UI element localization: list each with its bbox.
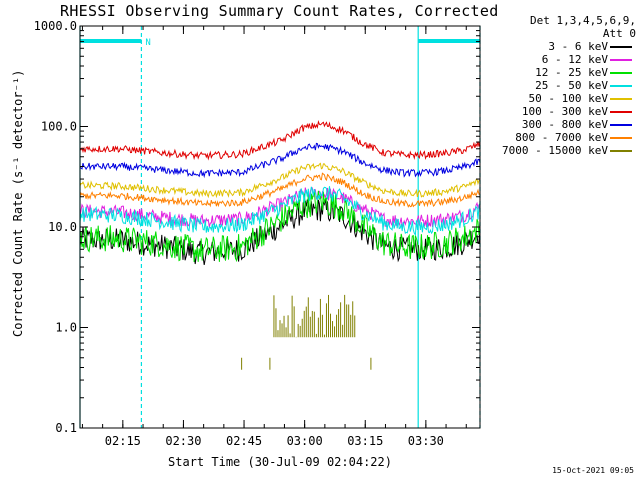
y-tick-label: 1000.0: [34, 19, 77, 33]
legend: Det 1,3,4,5,6,9, Att 0 3 - 6 keV 6 - 12 k…: [484, 14, 636, 157]
legend-entry: 800 - 7000 keV: [484, 131, 636, 144]
legend-header-attenuator: Att 0: [602, 27, 636, 40]
series-300-800-kev: [79, 142, 481, 179]
series-50-100-kev: [79, 162, 481, 199]
legend-swatch: [610, 111, 632, 113]
y-tick-label: 1.0: [55, 321, 77, 335]
x-tick-label: 02:45: [226, 434, 262, 448]
series-12-25-kev: [79, 190, 481, 263]
series-800-7000-kev: [79, 172, 481, 208]
series-7000-15000-kev: [241, 294, 372, 370]
legend-entry-label: 300 - 800 keV: [521, 118, 608, 131]
x-tick-label: 02:30: [165, 434, 201, 448]
legend-entry: 300 - 800 keV: [484, 118, 636, 131]
legend-entry: 12 - 25 keV: [484, 66, 636, 79]
legend-swatch: [610, 137, 632, 139]
legend-entry: 7000 - 15000 keV: [484, 144, 636, 157]
legend-swatch: [610, 85, 632, 87]
legend-entry-label: 6 - 12 keV: [541, 53, 608, 66]
x-tick-label: 03:30: [408, 434, 444, 448]
y-tick-label: 0.1: [55, 421, 77, 435]
series-line: [79, 142, 481, 179]
legend-entry: 50 - 100 keV: [484, 92, 636, 105]
legend-swatch: [610, 98, 632, 100]
legend-swatch: [610, 46, 632, 48]
series-100-300-kev: [79, 120, 481, 161]
series-25-50-kev: [79, 186, 481, 237]
legend-entry: 100 - 300 keV: [484, 105, 636, 118]
x-axis-label: Start Time (30-Jul-09 02:04:22): [168, 455, 392, 469]
legend-entry-label: 7000 - 15000 keV: [502, 144, 608, 157]
saa-marker-label: N: [145, 38, 150, 48]
footer-date: 15-Oct-2021 09:05: [552, 466, 634, 475]
legend-entry-label: 3 - 6 keV: [548, 40, 608, 53]
chart-title: RHESSI Observing Summary Count Rates, Co…: [60, 2, 499, 20]
legend-entry-label: 25 - 50 keV: [535, 79, 608, 92]
y-tick-label: 10.0: [48, 220, 77, 234]
legend-entry-label: 800 - 7000 keV: [515, 131, 608, 144]
legend-entry-label: 12 - 25 keV: [535, 66, 608, 79]
legend-swatch: [610, 72, 632, 74]
x-tick-label: 03:15: [347, 434, 383, 448]
legend-entry-label: 100 - 300 keV: [521, 105, 608, 118]
legend-swatch: [610, 124, 632, 126]
legend-entry-label: 50 - 100 keV: [528, 92, 608, 105]
series-line: [79, 186, 481, 237]
y-tick-label: 100.0: [41, 120, 77, 134]
legend-entry: 25 - 50 keV: [484, 79, 636, 92]
series-line: [79, 162, 481, 199]
legend-header-detectors: Det 1,3,4,5,6,9,: [530, 14, 636, 27]
series-line: [79, 172, 481, 208]
legend-entry: 3 - 6 keV: [484, 40, 636, 53]
series-line: [79, 190, 481, 263]
x-tick-label: 02:15: [105, 434, 141, 448]
series-line: [79, 120, 481, 161]
legend-swatch: [610, 150, 632, 152]
legend-rows: 3 - 6 keV 6 - 12 keV 12 - 25 keV 25 - 50 ke…: [484, 40, 636, 157]
x-tick-label: 03:00: [287, 434, 323, 448]
legend-entry: 6 - 12 keV: [484, 53, 636, 66]
legend-swatch: [610, 59, 632, 61]
